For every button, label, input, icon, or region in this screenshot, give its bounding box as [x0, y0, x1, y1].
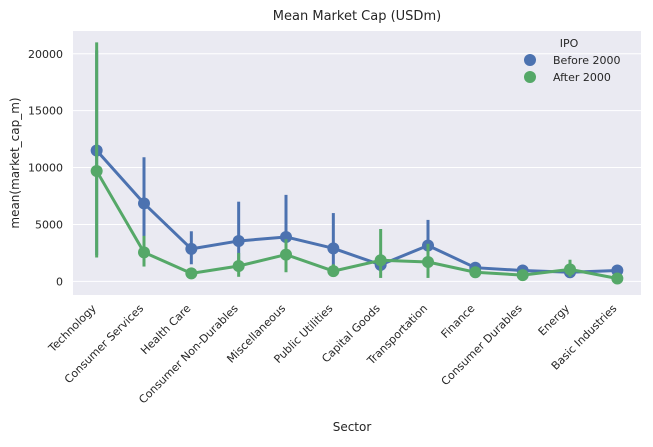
series-line — [95, 170, 618, 280]
data-point — [185, 242, 198, 255]
y-axis-title: mean(market_cap_m) — [8, 97, 22, 228]
y-tick-label: 15000 — [28, 105, 63, 118]
data-point — [232, 234, 245, 247]
y-tick-label: 5000 — [35, 218, 63, 231]
series-1 — [90, 42, 624, 285]
data-point — [138, 197, 150, 210]
x-tick-label: Energy — [536, 302, 573, 339]
data-point — [327, 265, 340, 278]
data-point — [469, 266, 482, 279]
plot-background — [73, 31, 641, 295]
x-axis-title: Sector — [333, 420, 372, 434]
legend-label-after-2000: After 2000 — [553, 71, 611, 84]
legend-marker-after-2000 — [524, 71, 536, 83]
data-point — [90, 164, 103, 177]
data-point — [280, 230, 292, 243]
data-point — [422, 256, 434, 268]
data-point — [564, 263, 576, 276]
data-point — [327, 242, 340, 255]
x-tick-label: Consumer Non-Durables — [136, 302, 241, 407]
x-tick-label: Finance — [438, 302, 477, 341]
data-point — [232, 259, 245, 272]
legend-marker-before-2000 — [524, 54, 536, 66]
series-line — [95, 149, 618, 274]
x-tick-label: Consumer Services — [62, 302, 146, 386]
data-point — [138, 246, 150, 259]
chart-title: Mean Market Cap (USDm) — [273, 9, 441, 24]
y-tick-label: 20000 — [28, 48, 63, 61]
legend-title: IPO — [560, 37, 579, 50]
y-tick-label: 10000 — [28, 162, 63, 175]
legend-label-before-2000: Before 2000 — [553, 54, 620, 67]
x-tick-label: Consumer Durables — [439, 302, 525, 388]
data-point — [516, 269, 529, 282]
legend: IPO Before 2000 After 2000 — [524, 37, 620, 84]
data-point — [374, 254, 387, 267]
y-tick-label: 0 — [56, 275, 63, 288]
data-point — [280, 248, 292, 261]
data-point — [611, 272, 624, 285]
series-layer — [90, 42, 624, 285]
ytick-layer: 0 5000 10000 15000 20000 — [28, 48, 63, 289]
data-point — [185, 267, 198, 280]
